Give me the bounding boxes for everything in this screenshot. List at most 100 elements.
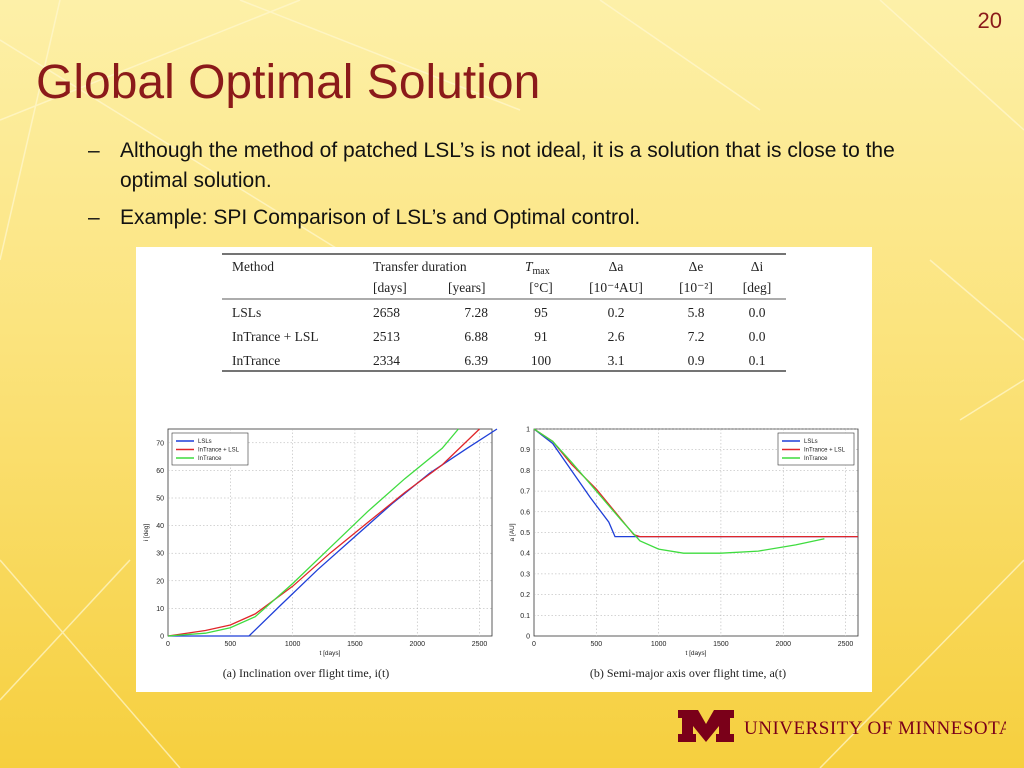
col-header-delta-e: Δe <box>689 259 704 274</box>
series-line-lsls <box>533 428 858 538</box>
x-tick-label: 500 <box>590 641 602 648</box>
series-line-lsls <box>168 428 498 637</box>
bullet-list: – Although the method of patched LSL’s i… <box>88 136 958 240</box>
university-name: UNIVERSITY OF MINNESOTA <box>744 718 1006 739</box>
y-tick-label: 60 <box>156 468 164 475</box>
x-tick-label: 1500 <box>713 641 729 648</box>
col-unit-tmax: [°C] <box>529 280 552 295</box>
y-tick-label: 1 <box>526 427 530 434</box>
y-tick-label: 50 <box>156 496 164 503</box>
y-tick-label: 0.1 <box>520 613 530 620</box>
block-m-mark <box>678 710 734 742</box>
x-axis-label: t [days] <box>686 650 707 657</box>
table-cell: InTrance + LSL <box>232 329 319 344</box>
y-tick-label: 0 <box>526 634 530 641</box>
col-unit-years: [years] <box>448 280 485 295</box>
col-unit-delta-i: [deg] <box>743 280 771 295</box>
series-line-intrance <box>533 428 825 554</box>
table-cell: LSLs <box>232 305 261 320</box>
col-unit-days: [days] <box>373 280 407 295</box>
bullet-item: – Although the method of patched LSL’s i… <box>88 136 958 196</box>
table-cell: 7.2 <box>688 329 705 344</box>
y-tick-label: 0 <box>160 634 164 641</box>
x-tick-label: 1500 <box>347 641 363 648</box>
table-cell: 2334 <box>373 353 400 368</box>
col-header-method: Method <box>232 259 274 274</box>
table-cell: 2513 <box>373 329 400 344</box>
y-tick-label: 0.4 <box>520 551 530 558</box>
series-line-intrance-lsl <box>167 428 480 637</box>
results-table: Method Transfer duration Tmax Δa Δe Δi [… <box>222 253 786 372</box>
chart-caption: (b) Semi-major axis over flight time, a(… <box>590 666 786 680</box>
legend-label: InTrance + LSL <box>198 448 240 454</box>
chart-inclination: 0 500 1000 1500 2000 2500 0 10 20 30 40 50 60 70 t [da… <box>143 428 498 680</box>
col-header-tmax: Tmax <box>525 259 550 277</box>
legend-label: InTrance <box>804 456 828 462</box>
y-tick-label: 0.5 <box>520 530 530 537</box>
x-axis-label: t [days] <box>320 650 341 657</box>
bullet-text: Although the method of patched LSL’s is … <box>120 139 895 192</box>
table-cell: 6.39 <box>464 353 488 368</box>
x-tick-label: 2500 <box>838 641 854 648</box>
table-cell: 2658 <box>373 305 400 320</box>
chart-semi-major-axis: 0 500 1000 1500 2000 2500 0 0.1 0.2 0.3 0.4 0.5 0.6 0… <box>509 427 859 680</box>
table-row: LSLs 2658 7.28 95 0.2 5.8 0.0 <box>232 305 766 320</box>
x-tick-label: 500 <box>224 641 236 648</box>
table-cell: 0.0 <box>749 305 766 320</box>
series-line-intrance <box>167 428 459 637</box>
y-tick-label: 30 <box>156 551 164 558</box>
bullet-dash: – <box>88 139 100 162</box>
slide-number: 20 <box>977 8 1002 33</box>
col-header-delta-a: Δa <box>609 259 624 274</box>
y-tick-label: 0.3 <box>520 571 530 578</box>
x-tick-label: 0 <box>532 641 536 648</box>
x-tick-label: 0 <box>166 641 170 648</box>
table-cell: 7.28 <box>464 305 488 320</box>
figure-panel: Method Transfer duration Tmax Δa Δe Δi [… <box>136 247 872 692</box>
table-cell: 91 <box>534 329 548 344</box>
table-cell: InTrance <box>232 353 280 368</box>
y-tick-label: 0.6 <box>520 509 530 516</box>
table-row: InTrance 2334 6.39 100 3.1 0.9 0.1 <box>232 353 765 368</box>
legend-label: InTrance <box>198 456 222 462</box>
y-tick-label: 20 <box>156 578 164 585</box>
x-tick-label: 1000 <box>285 641 301 648</box>
table-cell: 95 <box>534 305 548 320</box>
table-cell: 0.0 <box>749 329 766 344</box>
legend-label: InTrance + LSL <box>804 448 846 454</box>
table-cell: 100 <box>531 353 552 368</box>
slide-title: Global Optimal Solution <box>36 56 541 109</box>
table-cell: 3.1 <box>608 353 625 368</box>
col-unit-delta-a: [10⁻⁴AU] <box>589 280 643 295</box>
university-logo: UNIVERSITY OF MINNESOTA <box>678 710 1006 742</box>
col-header-tmax-subscript: max <box>533 266 550 277</box>
x-tick-label: 2000 <box>775 641 791 648</box>
y-tick-label: 0.8 <box>520 468 530 475</box>
legend-label: LSLs <box>804 439 818 445</box>
table-cell: 0.2 <box>608 305 625 320</box>
chart-caption: (a) Inclination over flight time, i(t) <box>223 666 390 680</box>
y-axis-label: i [deg] <box>143 523 150 541</box>
col-header-tmax-symbol: T <box>525 259 534 274</box>
x-tick-label: 1000 <box>651 641 667 648</box>
bullet-dash: – <box>88 206 100 229</box>
table-cell: 0.9 <box>688 353 705 368</box>
bullet-text: Example: SPI Comparison of LSL’s and Opt… <box>120 206 641 229</box>
table-row: InTrance + LSL 2513 6.88 91 2.6 7.2 0.0 <box>232 329 766 344</box>
bullet-item: – Example: SPI Comparison of LSL’s and O… <box>88 203 958 233</box>
table-cell: 2.6 <box>608 329 625 344</box>
y-axis-label: a [AU] <box>509 523 516 541</box>
table-cell: 0.1 <box>749 353 766 368</box>
y-tick-label: 40 <box>156 523 164 530</box>
x-tick-label: 2500 <box>472 641 488 648</box>
col-unit-delta-e: [10⁻²] <box>679 280 713 295</box>
table-cell: 6.88 <box>464 329 488 344</box>
col-header-transfer: Transfer duration <box>373 259 467 274</box>
y-tick-label: 0.9 <box>520 447 530 454</box>
y-tick-label: 70 <box>156 440 164 447</box>
figure-svg: Method Transfer duration Tmax Δa Δe Δi [… <box>143 253 859 680</box>
y-tick-label: 0.2 <box>520 592 530 599</box>
legend-label: LSLs <box>198 439 212 445</box>
y-tick-label: 0.7 <box>520 489 530 496</box>
y-tick-label: 10 <box>156 606 164 613</box>
